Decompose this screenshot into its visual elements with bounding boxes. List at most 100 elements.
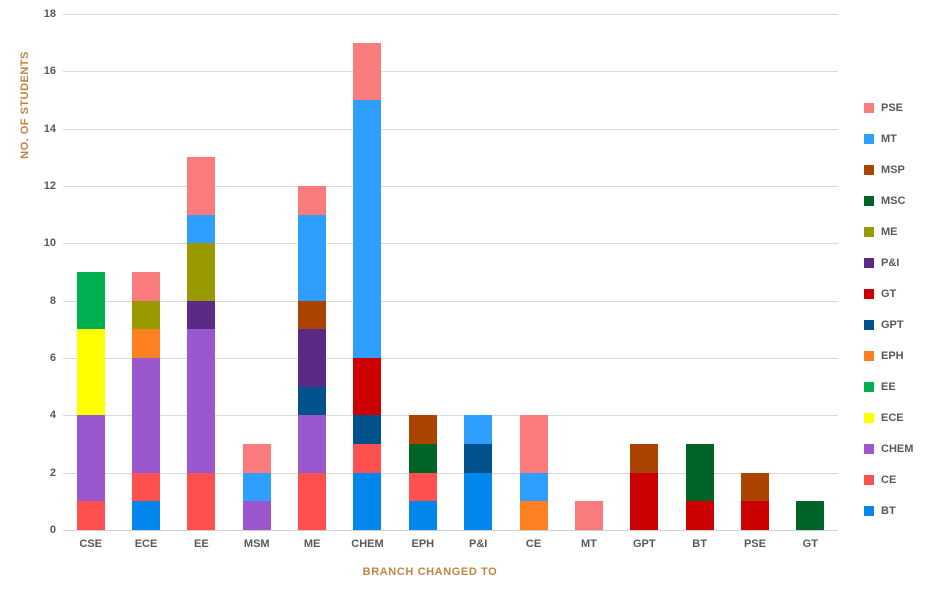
x-axis-tick-label: BT xyxy=(692,538,707,550)
legend-item[interactable]: GT xyxy=(864,278,948,309)
bar-segment[interactable] xyxy=(685,501,714,530)
bar-stack[interactable] xyxy=(574,501,603,530)
bar-segment[interactable] xyxy=(353,472,382,530)
legend-item[interactable]: MSP xyxy=(864,154,948,185)
y-axis-tick-label: 6 xyxy=(49,352,56,364)
bar-segment[interactable] xyxy=(574,501,603,530)
bar-stack[interactable] xyxy=(685,444,714,530)
bar-stack[interactable] xyxy=(353,42,382,530)
legend-item[interactable]: ECE xyxy=(864,402,948,433)
legend-swatch-icon xyxy=(864,195,874,206)
bar-segment[interactable] xyxy=(187,243,216,301)
bar-segment[interactable] xyxy=(353,42,382,101)
legend-item[interactable]: MT xyxy=(864,123,948,154)
bar-segment[interactable] xyxy=(796,501,825,530)
x-axis-tick-label: MSM xyxy=(243,538,270,550)
gridline: 2 xyxy=(50,467,838,479)
bar-segment[interactable] xyxy=(132,472,161,502)
bar-segment[interactable] xyxy=(464,415,493,445)
legend-item[interactable]: MSC xyxy=(864,185,948,216)
bar-segment[interactable] xyxy=(187,472,216,530)
bar-segment[interactable] xyxy=(187,157,216,215)
bar-segment[interactable] xyxy=(464,444,493,473)
bar-segment[interactable] xyxy=(353,415,382,445)
legend-item[interactable]: CE xyxy=(864,464,948,495)
legend-swatch-icon xyxy=(864,164,874,175)
legend-item[interactable]: EE xyxy=(864,371,948,402)
y-axis-title: NO. OF STUDENTS xyxy=(19,51,31,159)
x-axis-tick-label: PSE xyxy=(743,538,766,550)
bar-segment[interactable] xyxy=(408,444,437,473)
bar-segment[interactable] xyxy=(298,329,327,387)
legend-label: ECE xyxy=(881,411,904,424)
bar-stack[interactable] xyxy=(796,501,825,530)
bar-segment[interactable] xyxy=(132,501,161,530)
bar-segment[interactable] xyxy=(76,501,105,530)
legend-item[interactable]: BT xyxy=(864,495,948,526)
legend-item[interactable]: GPT xyxy=(864,309,948,340)
bar-segment[interactable] xyxy=(242,444,271,473)
bar-segment[interactable] xyxy=(298,472,327,530)
y-axis-tick-label: 16 xyxy=(43,65,56,78)
bar-stack[interactable] xyxy=(408,415,437,530)
y-axis-tick-label: 4 xyxy=(49,409,56,422)
bar-segment[interactable] xyxy=(353,444,382,473)
bar-stack[interactable] xyxy=(630,444,659,530)
bar-segment[interactable] xyxy=(76,329,105,416)
x-axis-title: BRANCH CHANGED TO xyxy=(362,566,498,578)
bar-segment[interactable] xyxy=(353,100,382,359)
bar-segment[interactable] xyxy=(630,444,659,473)
x-axis-tick-label: GPT xyxy=(632,538,656,550)
bar-segment[interactable] xyxy=(132,358,161,473)
bar-segment[interactable] xyxy=(187,300,216,330)
x-axis-line xyxy=(63,530,838,531)
x-axis-tick-label: GT xyxy=(802,538,818,550)
bar-stack[interactable] xyxy=(464,415,493,530)
bar-stack[interactable] xyxy=(76,272,105,530)
bar-segment[interactable] xyxy=(187,329,216,473)
legend-item[interactable]: EPH xyxy=(864,340,948,371)
bar-segment[interactable] xyxy=(740,472,769,502)
bar-segment[interactable] xyxy=(408,472,437,502)
legend-label: CE xyxy=(881,473,897,486)
legend-label: P&I xyxy=(881,256,900,269)
bar-segment[interactable] xyxy=(298,415,327,473)
bar-segment[interactable] xyxy=(408,415,437,445)
bar-stack[interactable] xyxy=(132,272,161,530)
bar-stack[interactable] xyxy=(242,444,271,530)
bar-stack[interactable] xyxy=(298,186,327,530)
bar-stack[interactable] xyxy=(519,415,548,530)
legend-swatch-icon xyxy=(864,474,874,485)
bar-segment[interactable] xyxy=(519,501,548,530)
y-axis-tick-label: 8 xyxy=(49,294,56,307)
bar-segment[interactable] xyxy=(740,501,769,530)
bar-segment[interactable] xyxy=(132,329,161,359)
bar-segment[interactable] xyxy=(630,472,659,530)
legend-item[interactable]: P&I xyxy=(864,247,948,278)
bar-segment[interactable] xyxy=(408,501,437,530)
y-axis-tick-label: 12 xyxy=(43,180,56,192)
bar-segment[interactable] xyxy=(353,358,382,416)
bar-segment[interactable] xyxy=(519,472,548,502)
bar-segment[interactable] xyxy=(298,300,327,330)
bar-segment[interactable] xyxy=(298,186,327,215)
bar-segment[interactable] xyxy=(132,300,161,330)
bar-segment[interactable] xyxy=(298,386,327,416)
bar-segment[interactable] xyxy=(519,415,548,473)
bar-segment[interactable] xyxy=(76,415,105,502)
bar-stack[interactable] xyxy=(187,157,216,530)
bar-segment[interactable] xyxy=(464,472,493,530)
bar-segment[interactable] xyxy=(76,272,105,330)
legend-swatch-icon xyxy=(864,226,874,237)
bar-segment[interactable] xyxy=(298,214,327,301)
bar-stack[interactable] xyxy=(740,472,769,530)
bar-segment[interactable] xyxy=(132,272,161,301)
legend-item[interactable]: PSE xyxy=(864,92,948,123)
bar-segment[interactable] xyxy=(242,472,271,502)
legend-item[interactable]: CHEM xyxy=(864,433,948,464)
bar-segment[interactable] xyxy=(242,501,271,530)
legend-item[interactable]: ME xyxy=(864,216,948,247)
legend-label: GT xyxy=(881,287,897,300)
bar-segment[interactable] xyxy=(685,444,714,502)
bar-segment[interactable] xyxy=(187,214,216,244)
